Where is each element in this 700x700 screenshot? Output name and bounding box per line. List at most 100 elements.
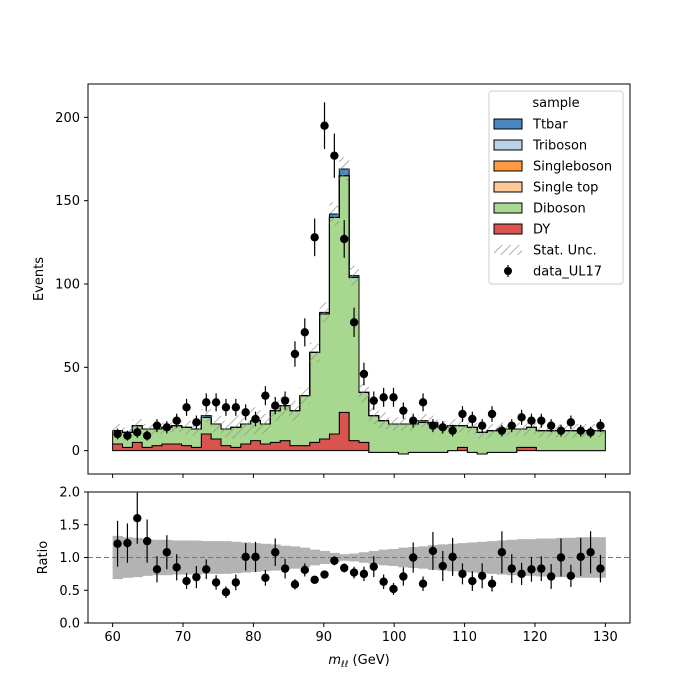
x-axis-label: mℓℓ (GeV) xyxy=(328,653,389,670)
x-tick-label: 60 xyxy=(104,630,121,645)
ratio-y-tick-label: 1.0 xyxy=(59,551,80,566)
data-point xyxy=(448,426,457,435)
stat-unc-bin xyxy=(290,400,300,421)
ratio-point xyxy=(113,539,122,548)
ratio-point xyxy=(389,584,398,594)
data-point xyxy=(202,398,211,407)
data-point xyxy=(428,421,438,430)
legend-entries: Ttbar Triboson Singleboson Single top Diboso… xyxy=(493,118,612,280)
data-point xyxy=(556,426,566,435)
legend-entry: Single top xyxy=(493,181,598,196)
stat-unc-bin xyxy=(339,157,350,181)
ratio-point xyxy=(340,563,349,573)
legend-entry: data_UL17 xyxy=(504,265,602,280)
data-point xyxy=(546,421,556,430)
stat-unc-bin xyxy=(211,415,222,433)
ratio-point xyxy=(556,553,566,562)
ratio-band-bin xyxy=(280,545,291,570)
x-axis-label-var: m xyxy=(328,653,341,668)
data-point xyxy=(586,428,595,437)
main-y-ticks: 0 50 100 150 200 xyxy=(55,111,88,459)
ratio-point xyxy=(527,565,536,574)
legend-swatch xyxy=(493,181,523,193)
ratio-point xyxy=(133,514,142,523)
stat-unc-bin xyxy=(299,387,310,404)
ratio-point xyxy=(231,578,241,587)
ratio-band-bin xyxy=(378,549,390,566)
data-point xyxy=(182,403,191,412)
data-point xyxy=(340,234,349,244)
stat-unc-bin xyxy=(516,422,527,436)
ratio-point xyxy=(271,548,280,557)
stat-unc-bin xyxy=(349,265,359,286)
stat-unc-bin xyxy=(388,417,399,431)
data-point xyxy=(527,416,536,425)
y-tick-label: 0 xyxy=(72,444,80,459)
ratio-plot: 0.0 0.5 1.0 1.5 2.0 60 70 80 90 100 110 120 130 Rat… xyxy=(36,486,631,670)
ratio-point xyxy=(438,561,447,571)
legend-entry: Triboson xyxy=(493,139,587,154)
ratio-point xyxy=(517,569,526,579)
data-point xyxy=(113,429,122,439)
stat-unc-bin xyxy=(398,417,409,431)
ratio-point xyxy=(241,552,250,562)
data-point xyxy=(330,151,339,160)
data-point xyxy=(537,416,546,425)
data-point xyxy=(418,398,428,407)
legend-label: Ttbar xyxy=(532,118,568,133)
ratio-band-bin xyxy=(546,538,557,577)
ratio-point xyxy=(418,579,428,588)
legend-label: DY xyxy=(533,223,550,238)
data-point xyxy=(300,328,309,337)
ratio-point xyxy=(211,578,221,587)
stat-unc-bin xyxy=(378,412,389,429)
ratio-y-ticks: 0.0 0.5 1.0 1.5 2.0 xyxy=(59,486,88,632)
ratio-point xyxy=(586,548,595,557)
ratio-y-tick-label: 0.5 xyxy=(59,584,80,599)
data-point xyxy=(251,414,260,424)
data-point xyxy=(123,431,132,440)
ratio-point xyxy=(310,575,319,584)
stat-unc-bin xyxy=(319,302,330,323)
data-point xyxy=(379,393,388,402)
data-point xyxy=(517,413,526,422)
data-point xyxy=(369,396,378,405)
legend-swatch xyxy=(493,118,523,130)
data-point xyxy=(280,396,290,405)
data-point xyxy=(409,416,418,425)
stat-unc-bin xyxy=(132,419,143,433)
legend-hatch-swatch xyxy=(494,245,522,255)
ratio-point xyxy=(497,548,507,557)
legend-swatch xyxy=(493,139,523,151)
ratio-point xyxy=(468,576,477,586)
ratio-band-bin xyxy=(418,546,429,569)
ratio-point xyxy=(280,564,290,573)
stat-unc-bin xyxy=(329,202,340,226)
legend-label: Triboson xyxy=(532,139,587,154)
ratio-y-tick-label: 1.5 xyxy=(59,518,80,533)
ratio-points-layer xyxy=(113,492,605,599)
stat-unc-bin xyxy=(359,382,369,403)
ratio-point xyxy=(507,564,516,573)
main-plot: 0 50 100 150 200 Events xyxy=(32,83,631,478)
ratio-y-tick-label: 0.0 xyxy=(59,617,80,632)
y-axis-label: Events xyxy=(32,257,47,301)
ratio-point xyxy=(359,569,369,579)
ratio-point xyxy=(202,565,211,574)
legend-label: Single top xyxy=(533,181,598,196)
ratio-point xyxy=(546,572,556,581)
legend-swatch xyxy=(493,223,523,235)
ratio-point xyxy=(448,552,457,562)
data-point xyxy=(399,406,408,415)
ratio-point xyxy=(399,572,408,581)
x-axis-label-sub: ℓℓ xyxy=(340,660,348,670)
data-point xyxy=(389,393,398,402)
data-point xyxy=(310,233,319,242)
stat-unc-bin xyxy=(487,424,497,438)
stat-unc-bin xyxy=(142,424,153,434)
stat-unc-bin xyxy=(418,414,428,428)
x-tick-label: 100 xyxy=(382,630,407,645)
legend: sample Ttbar Triboson Singleboson Single to… xyxy=(488,90,624,285)
x-tick-label: 80 xyxy=(245,630,262,645)
